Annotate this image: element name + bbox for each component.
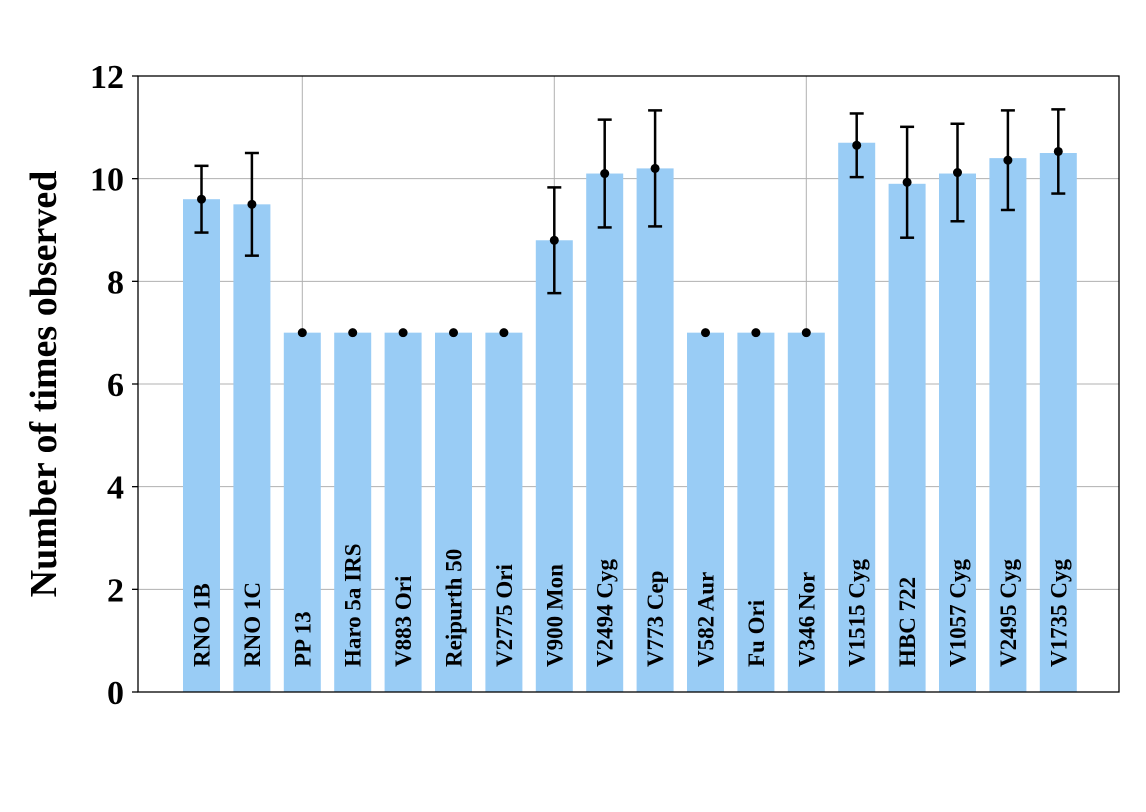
bar [535,240,573,692]
y-tick-label: 8 [107,264,124,301]
bar-label: PP 13 [290,611,315,667]
data-point [852,140,862,150]
bar [586,173,624,693]
y-tick-label: 2 [107,572,124,609]
data-point [549,235,559,245]
bar-label: Reipurth 50 [442,549,467,667]
bar-label: V2495 Cyg [996,559,1021,667]
data-point [1053,146,1063,156]
y-axis-title: Number of times observed [23,171,65,598]
data-point [348,328,358,338]
bar [888,183,926,693]
bars-layer [183,142,1077,693]
bar-label: Fu Ori [744,599,769,667]
y-tick-label: 4 [107,470,124,507]
bar [384,332,422,692]
bar-label: V582 Aur [694,572,719,667]
bar [1039,153,1077,692]
bar-label: V1735 Cyg [1046,559,1071,667]
bar-label: V1515 Cyg [845,559,870,667]
data-point [197,194,206,204]
bar-label: V2775 Ori [492,564,517,667]
bar [334,332,372,692]
data-point [449,328,458,338]
bar [989,158,1027,693]
bar [737,332,775,692]
bar [939,173,976,693]
y-tick-label: 6 [107,367,124,404]
data-point [701,328,710,338]
data-point [247,199,257,209]
data-point [751,328,761,338]
data-point [499,328,509,338]
y-tick-label: 10 [90,162,124,199]
bar [435,332,472,692]
bar-label: V883 Ori [391,575,416,667]
y-tick-label: 12 [90,59,124,96]
bar [636,168,674,692]
error-bars-layer [194,108,1066,338]
data-point [600,169,610,179]
bar [183,199,220,692]
bar-label: V900 Mon [542,564,567,667]
y-tick-labels: 0 2 4 6 8 10 12 [90,59,138,712]
bar-label: V346 Nor [794,572,819,667]
data-point [1003,155,1013,165]
bar [485,332,523,692]
data-point [801,328,811,338]
data-point [398,328,408,338]
bar [283,332,321,692]
y-tick-label: 0 [107,675,124,712]
bar-label: RNO 1B [190,583,215,667]
bar [233,204,271,693]
data-point [297,328,307,338]
bar-labels-layer: RNO 1B RNO 1C PP 13 Haro 5a IRS V883 Ori Reip… [190,543,1072,667]
bar [687,332,724,692]
data-point [953,168,962,178]
bar-label: V1057 Cyg [946,559,971,667]
bar [787,332,825,692]
data-point [902,177,912,187]
bar-label: Haro 5a IRS [341,543,366,667]
bar-label: RNO 1C [240,582,265,667]
bar [838,142,876,692]
data-point [650,163,660,173]
bar-label: HBC 722 [895,577,920,667]
bar-label: V773 Cep [643,571,668,667]
bar-label: V2494 Cyg [593,559,618,667]
